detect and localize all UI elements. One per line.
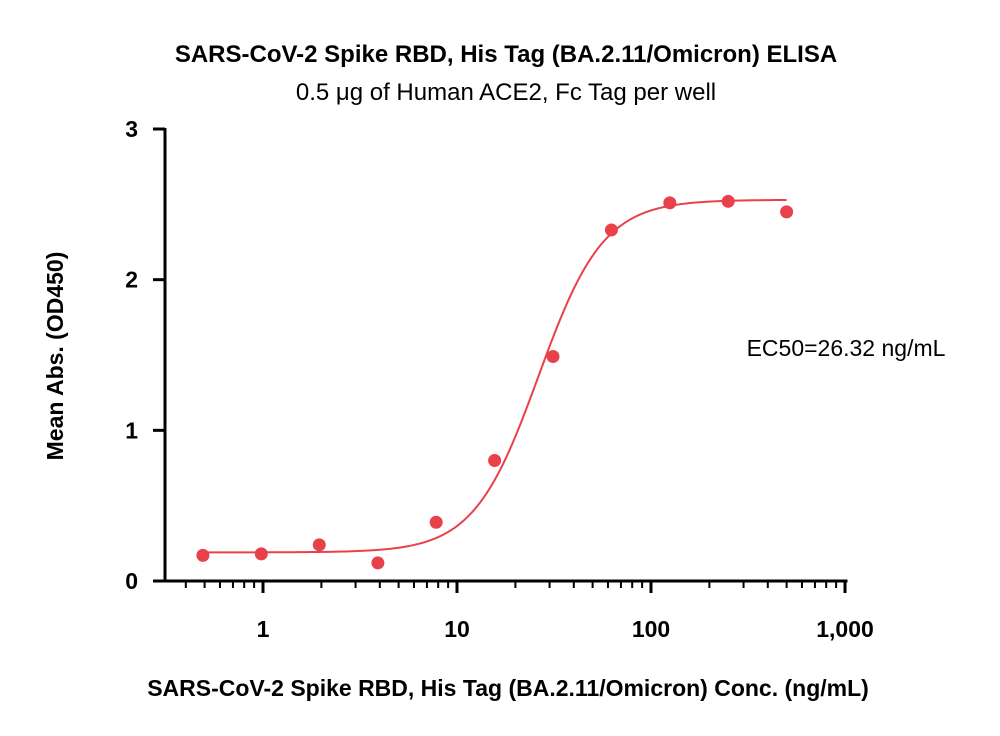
- fit-curve: [202, 198, 787, 554]
- chart-title: SARS-CoV-2 Spike RBD, His Tag (BA.2.11/O…: [175, 41, 837, 68]
- data-point: [663, 196, 677, 210]
- x-tick-label: 1: [257, 616, 270, 642]
- data-point: [254, 547, 268, 561]
- data-points: [196, 194, 794, 570]
- data-point: [371, 556, 385, 570]
- y-axis-ticks: 0 1 2 3: [125, 116, 165, 594]
- data-point: [196, 548, 210, 562]
- x-tick-label: 1,000: [816, 616, 874, 642]
- y-tick-label: 3: [125, 116, 138, 142]
- chart-subtitle: 0.5 μg of Human ACE2, Fc Tag per well: [296, 79, 716, 106]
- x-tick-label: 100: [632, 616, 670, 642]
- data-point: [488, 453, 502, 467]
- data-point: [780, 205, 794, 219]
- x-tick-label: 10: [444, 616, 470, 642]
- y-tick-label: 2: [125, 267, 138, 293]
- fit-curve-layer: [202, 198, 787, 554]
- data-point: [604, 223, 618, 237]
- data-point: [721, 194, 735, 208]
- x-axis-ticks: 1 10 100 1,000: [184, 581, 874, 642]
- ec50-annotation: EC50=26.32 ng/mL: [747, 335, 946, 361]
- data-point: [546, 350, 560, 364]
- x-axis-label: SARS-CoV-2 Spike RBD, His Tag (BA.2.11/O…: [147, 675, 869, 701]
- data-point: [312, 538, 326, 552]
- y-tick-label: 0: [125, 568, 138, 594]
- y-axis-label: Mean Abs. (OD450): [42, 252, 68, 461]
- axes: [163, 128, 848, 583]
- y-tick-label: 1: [125, 417, 138, 443]
- data-point: [429, 515, 443, 529]
